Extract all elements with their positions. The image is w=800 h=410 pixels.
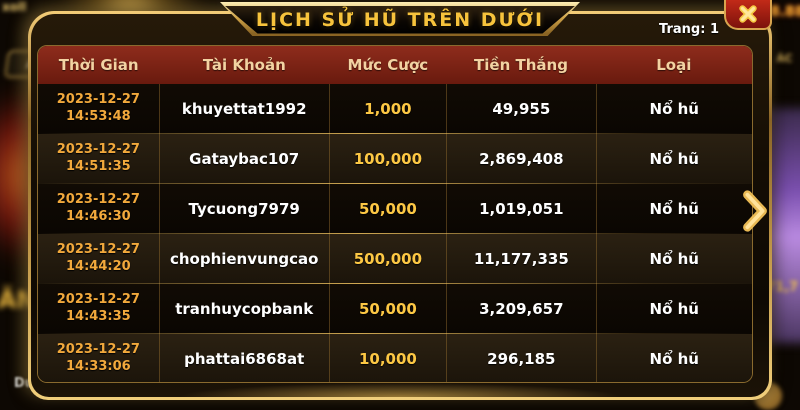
cell-time: 2023-12-27 14:33:06 — [38, 334, 159, 382]
cell-date-text: 2023-12-27 — [56, 292, 140, 308]
backdrop-number-fragment: 71,7 — [766, 280, 799, 295]
cell-type: Nổ hũ — [649, 300, 699, 318]
cell-account: khuyettat1992 — [181, 100, 307, 118]
backdrop-text-fragment: xoll — [2, 0, 27, 14]
column-header-win: Tiền Thắng — [474, 56, 568, 74]
backdrop-jackpot-number: 8.88 — [770, 4, 800, 20]
cell-account: phattai6868at — [184, 350, 305, 368]
cell-type: Nổ hũ — [649, 100, 699, 118]
cell-win: 2,869,408 — [479, 150, 564, 168]
history-table: Thời Gian Tài Khoản Mức Cược Tiền Thắng … — [37, 45, 753, 383]
cell-date-text: 2023-12-27 — [56, 192, 140, 208]
cell-time-text: 14:33:06 — [66, 359, 131, 374]
page-title: LỊCH SỬ HŨ TRÊN DƯỚI — [255, 8, 545, 31]
cell-date-text: 2023-12-27 — [56, 342, 140, 358]
cell-win: 296,185 — [487, 350, 556, 368]
column-header-bet: Mức Cược — [347, 56, 429, 74]
cell-time-text: 14:53:48 — [66, 109, 131, 124]
cell-type: Nổ hũ — [649, 150, 699, 168]
column-header-type: Loại — [656, 56, 692, 74]
column-header-account: Tài Khoản — [202, 56, 286, 74]
table-row: 2023-12-27 14:33:06 phattai6868at 10,000… — [38, 334, 752, 382]
table-row: 2023-12-27 14:51:35 Gataybac107 100,000 … — [38, 134, 752, 184]
table-row: 2023-12-27 14:44:20 chophienvungcao 500,… — [38, 234, 752, 284]
cell-time: 2023-12-27 14:46:30 — [38, 184, 159, 234]
cell-account: Gataybac107 — [189, 150, 300, 168]
cell-time: 2023-12-27 14:44:20 — [38, 234, 159, 284]
cell-date-text: 2023-12-27 — [56, 242, 140, 258]
cell-type: Nổ hũ — [649, 350, 699, 368]
cell-bet: 50,000 — [358, 200, 417, 218]
cell-account: chophienvungcao — [169, 250, 319, 268]
cell-time-text: 14:46:30 — [66, 209, 131, 224]
chevron-right-icon — [743, 190, 767, 232]
table-row: 2023-12-27 14:53:48 khuyettat1992 1,000 … — [38, 84, 752, 134]
modal-title-plate-inner: LỊCH SỬ HŨ TRÊN DƯỚI — [224, 5, 576, 34]
backdrop-text-fragment: ÁC — [776, 52, 793, 65]
cell-time: 2023-12-27 14:43:35 — [38, 284, 159, 334]
cell-time-text: 14:51:35 — [66, 159, 131, 174]
cell-win: 3,209,657 — [479, 300, 564, 318]
column-header-time: Thời Gian — [58, 56, 139, 74]
cell-time: 2023-12-27 14:53:48 — [38, 84, 159, 134]
cell-time-text: 14:43:35 — [66, 309, 131, 324]
cell-bet: 10,000 — [358, 350, 417, 368]
cell-account: Tycuong7979 — [188, 200, 300, 218]
close-button[interactable] — [724, 0, 772, 30]
cell-win: 11,177,335 — [473, 250, 569, 268]
cell-win: 49,955 — [492, 100, 551, 118]
cell-time: 2023-12-27 14:51:35 — [38, 134, 159, 184]
cell-time-text: 14:44:20 — [66, 259, 131, 274]
cell-bet: 500,000 — [353, 250, 423, 268]
table-row: 2023-12-27 14:43:35 tranhuycopbank 50,00… — [38, 284, 752, 334]
cell-type: Nổ hũ — [649, 250, 699, 268]
cell-bet: 1,000 — [364, 100, 412, 118]
close-x-icon — [739, 5, 757, 23]
page-indicator: Trang: 1 — [659, 22, 719, 37]
cell-bet: 100,000 — [353, 150, 423, 168]
cell-type: Nổ hũ — [649, 200, 699, 218]
cell-bet: 50,000 — [358, 300, 417, 318]
table-header-row: Thời Gian Tài Khoản Mức Cược Tiền Thắng … — [38, 46, 752, 84]
modal-title-plate: LỊCH SỬ HŨ TRÊN DƯỚI — [220, 2, 580, 36]
cell-date-text: 2023-12-27 — [56, 92, 140, 108]
table-row: 2023-12-27 14:46:30 Tycuong7979 50,000 1… — [38, 184, 752, 234]
next-page-button[interactable] — [736, 184, 774, 238]
cell-account: tranhuycopbank — [175, 300, 314, 318]
cell-win: 1,019,051 — [479, 200, 564, 218]
cell-date-text: 2023-12-27 — [56, 142, 140, 158]
